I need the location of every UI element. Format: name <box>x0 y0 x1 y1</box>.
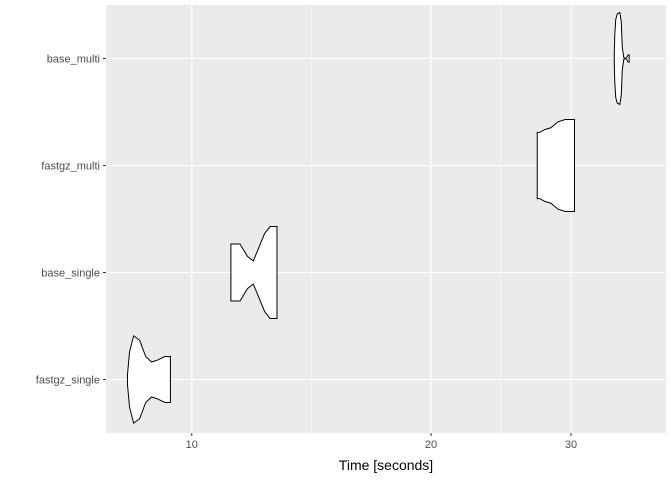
y-tick-label: fastgz_single <box>36 375 100 387</box>
x-axis: 10 20 30 <box>186 433 577 451</box>
violin-base-single <box>230 226 278 319</box>
y-axis: fastgz_single base_single fastgz_multi base… <box>36 54 106 387</box>
x-tick-label: 30 <box>565 439 577 451</box>
x-tick-label: 20 <box>425 439 437 451</box>
grid-lines <box>106 5 666 433</box>
y-tick-label: fastgz_multi <box>41 161 100 173</box>
y-tick-label: base_single <box>41 268 100 280</box>
y-tick-label: base_multi <box>47 54 100 66</box>
violin-fastgz-single <box>126 334 171 425</box>
violins <box>126 11 630 425</box>
x-tick-label: 10 <box>186 439 198 451</box>
violin-fastgz-multi <box>536 119 575 212</box>
violin-base-multi <box>613 11 630 106</box>
x-axis-title: Time [seconds] <box>339 457 433 473</box>
plot-panel <box>106 5 666 433</box>
